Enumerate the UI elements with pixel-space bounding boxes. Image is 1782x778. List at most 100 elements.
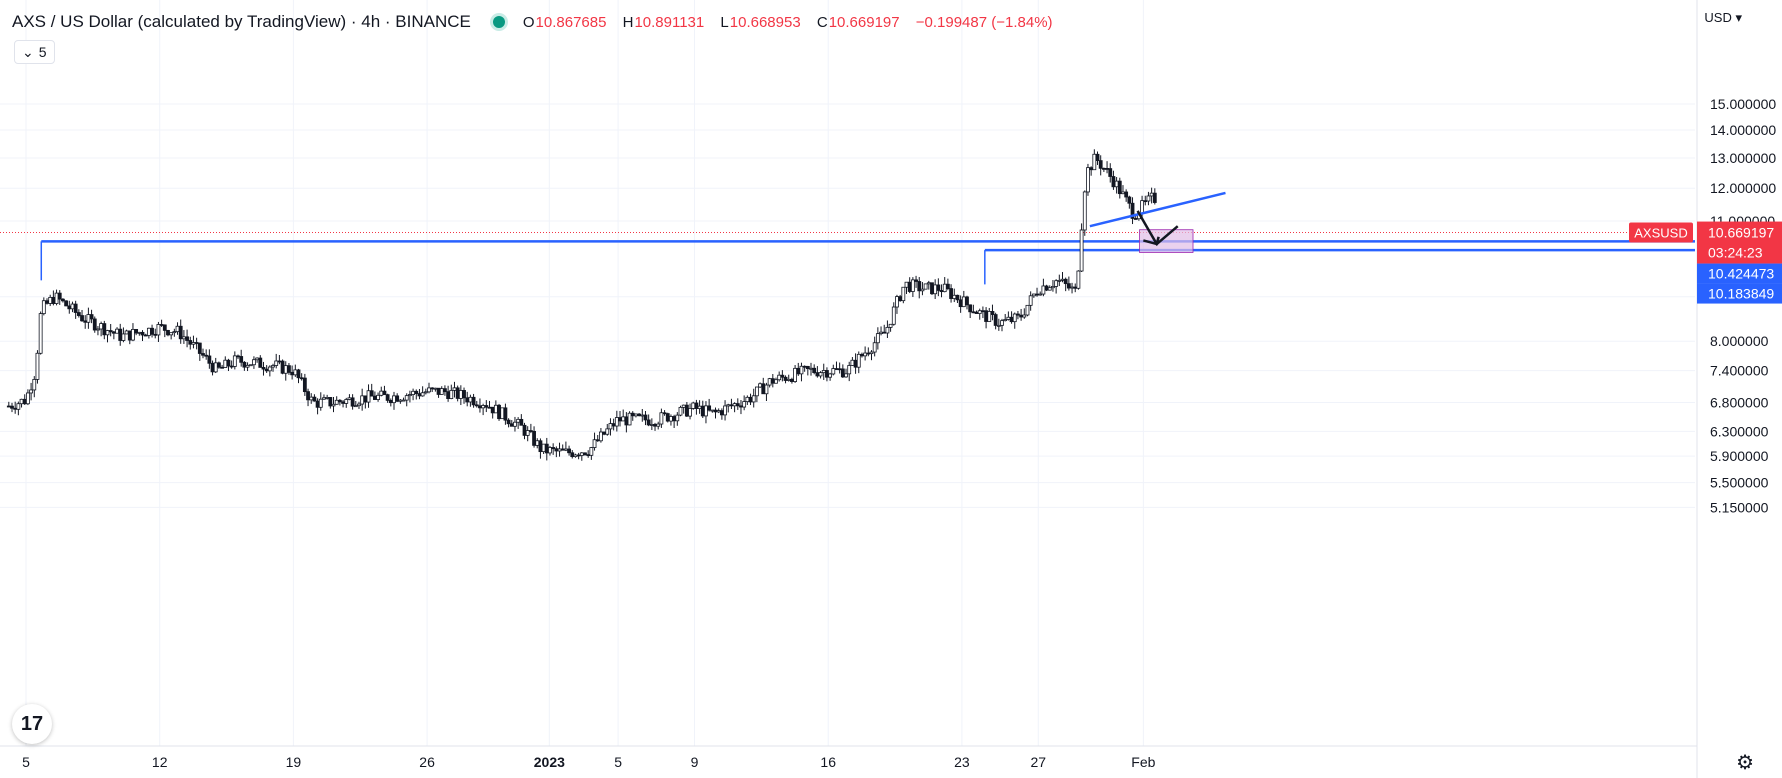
candle-body — [509, 423, 514, 427]
candle-body — [35, 352, 40, 380]
candle-body — [245, 364, 250, 368]
candle — [236, 354, 240, 360]
candle-body — [583, 452, 587, 456]
candle — [589, 446, 594, 460]
candle-body — [888, 323, 893, 328]
candle-body — [1140, 200, 1144, 214]
candle-body — [258, 357, 263, 368]
candle — [961, 290, 966, 308]
candle — [1012, 312, 1017, 329]
candle-body — [474, 404, 479, 407]
chart-header: AXS / US Dollar (calculated by TradingVi… — [12, 12, 1065, 32]
logo-text: 17 — [20, 712, 44, 735]
candle-body — [452, 387, 457, 391]
candle-body — [423, 391, 428, 394]
candle — [89, 309, 94, 324]
gear-icon[interactable]: ⚙ — [1736, 752, 1754, 774]
candle-body — [926, 282, 931, 285]
candle-body — [1127, 196, 1132, 204]
candle — [468, 394, 473, 407]
candle-body — [398, 399, 403, 402]
candle-body — [551, 447, 556, 450]
candle-body — [691, 402, 696, 409]
candle-body — [290, 372, 295, 376]
candle-body — [188, 340, 193, 345]
candle-body — [662, 412, 667, 415]
candle-body — [704, 405, 708, 417]
candle-body — [815, 372, 820, 377]
candle-body — [599, 431, 603, 442]
chart-grid — [0, 0, 1695, 746]
candle — [952, 288, 957, 303]
candle — [751, 388, 756, 408]
candle — [137, 331, 142, 336]
candle-body — [519, 418, 524, 426]
candle — [245, 362, 250, 372]
candle — [96, 326, 100, 336]
candle-body — [525, 430, 530, 436]
candle — [423, 388, 428, 395]
candle-body — [634, 413, 638, 417]
high-label: H — [622, 13, 634, 31]
candle — [879, 326, 883, 336]
candle-body — [61, 298, 65, 302]
candle — [293, 364, 298, 377]
candle — [971, 304, 976, 314]
candle — [1028, 291, 1033, 311]
candle-body — [293, 369, 298, 376]
candle-body — [197, 342, 202, 354]
candle-body — [175, 325, 180, 333]
candle-body — [1041, 285, 1046, 295]
candle — [385, 393, 390, 403]
indicators-toggle-button[interactable]: ⌄ 5 — [14, 40, 55, 64]
candle-body — [67, 305, 72, 310]
currency-selector[interactable]: USD ▾ — [1704, 10, 1742, 26]
candle — [691, 401, 696, 410]
candle-body — [382, 390, 387, 396]
candle — [1070, 282, 1074, 294]
candle — [1038, 291, 1043, 296]
candle — [541, 443, 546, 455]
candle — [930, 282, 934, 296]
candle-body — [669, 416, 673, 422]
candle — [735, 398, 740, 410]
candle-body — [385, 394, 390, 401]
candle — [188, 336, 193, 350]
candle-body — [920, 288, 925, 292]
candle — [1095, 151, 1100, 165]
candle — [1019, 308, 1024, 321]
candle — [586, 450, 591, 458]
candle — [45, 298, 49, 305]
candle-body — [1143, 200, 1148, 203]
tradingview-logo-icon[interactable]: 17 — [12, 704, 52, 744]
candle-body — [872, 342, 877, 353]
candle-body — [732, 403, 737, 407]
candle — [312, 394, 317, 402]
candle-body — [570, 452, 575, 458]
candle — [669, 414, 673, 426]
candle — [1076, 270, 1081, 290]
candle-body — [557, 448, 562, 452]
candle — [1086, 163, 1090, 196]
candle — [277, 354, 282, 365]
candle-body — [1025, 304, 1030, 316]
candle-body — [1098, 160, 1103, 169]
candle — [439, 386, 444, 395]
candle — [1092, 149, 1097, 171]
candle-body — [108, 330, 113, 333]
candle-body — [879, 331, 883, 335]
candle-body — [217, 362, 221, 368]
price-tick-label: 14.000000 — [1710, 122, 1776, 138]
candle — [185, 329, 189, 348]
candle-body — [462, 390, 466, 399]
candle — [38, 311, 43, 355]
candle — [325, 394, 330, 400]
candle — [1044, 284, 1049, 292]
candle-body — [866, 352, 871, 355]
candle — [51, 290, 56, 306]
candle — [522, 422, 527, 440]
candle-body — [449, 389, 454, 399]
symbol-title[interactable]: AXS / US Dollar (calculated by TradingVi… — [12, 12, 471, 31]
